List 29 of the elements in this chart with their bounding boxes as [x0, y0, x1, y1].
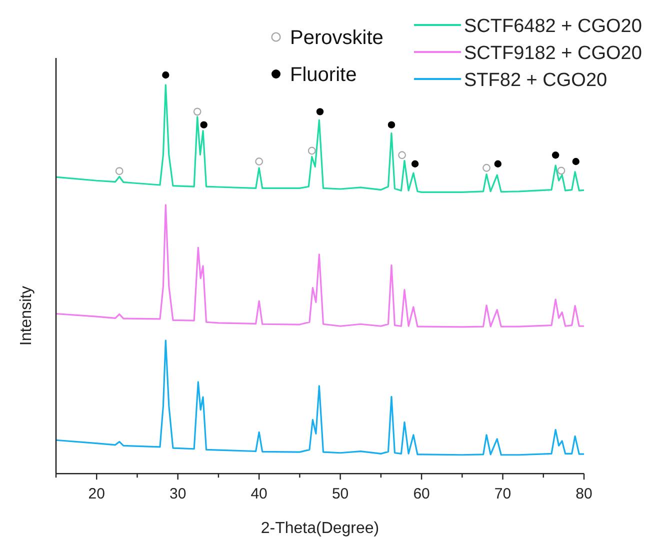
legend-label: Fluorite: [290, 64, 357, 86]
point: [398, 151, 406, 160]
point: [552, 152, 560, 159]
x-axis-title: 2-Theta(Degree): [260, 520, 380, 537]
x-tick-label: 30: [170, 486, 186, 503]
point: [557, 166, 566, 175]
point: [200, 121, 208, 128]
point: [482, 164, 490, 172]
legend-label: SCTF9182 + CGO20: [464, 43, 642, 64]
point: [193, 108, 202, 116]
legend-label: Perovskite: [290, 27, 384, 49]
legend-label: SCTF6482 + CGO20: [464, 16, 642, 37]
point: [572, 158, 580, 166]
point: [162, 71, 170, 79]
x-tick-label: 50: [332, 486, 349, 503]
point: [494, 160, 502, 168]
legend-label: STF82 + CGO20: [464, 70, 608, 91]
x-tick-label: 70: [494, 486, 512, 503]
point: [115, 167, 124, 176]
x-tick-label: 20: [88, 486, 105, 503]
y-axis-title: Intensity: [18, 286, 35, 346]
point: [388, 121, 396, 128]
x-tick-label: 80: [576, 486, 592, 503]
x-tick-label: 60: [413, 486, 430, 503]
point: [255, 158, 264, 166]
point: [411, 160, 419, 168]
x-tick-label: 40: [250, 486, 268, 503]
point: [316, 108, 324, 116]
point: [308, 146, 316, 155]
